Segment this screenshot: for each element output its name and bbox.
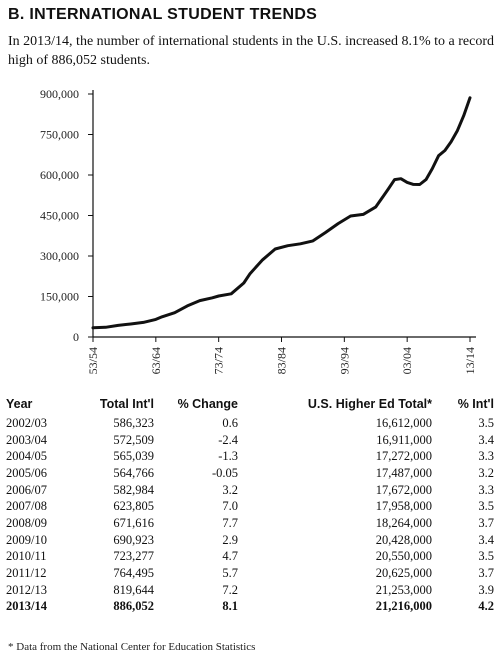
cell-pct-intl: 3.5 xyxy=(478,415,494,430)
y-tick-label: 300,000 xyxy=(40,249,79,263)
x-tick-label: 03/04 xyxy=(400,347,414,374)
cell-total-intl: 564,766 xyxy=(113,465,154,480)
y-tick-label: 900,000 xyxy=(40,87,79,101)
cell-us-total: 16,612,000 xyxy=(375,415,432,430)
cell-us-total: 17,272,000 xyxy=(375,449,432,464)
header-year: Year xyxy=(6,397,33,411)
cell-pct-intl: 3.9 xyxy=(478,582,494,597)
header-pct-intl: % Int'l xyxy=(457,397,494,411)
cell-pct-change: 7.7 xyxy=(222,515,238,530)
chart-subtitle: In 2013/14, the number of international … xyxy=(8,34,494,68)
cell-pct-intl: 3.4 xyxy=(478,432,494,447)
cell-us-total: 16,911,000 xyxy=(376,432,432,447)
cell-year: 2013/14 xyxy=(6,599,47,614)
cell-total-intl: 572,509 xyxy=(113,432,154,447)
cell-pct-intl: 3.7 xyxy=(478,515,494,530)
cell-us-total: 20,625,000 xyxy=(375,566,432,581)
x-tick-label: 13/14 xyxy=(463,347,477,374)
cell-total-intl: 586,323 xyxy=(113,415,154,430)
cell-pct-intl: 3.7 xyxy=(478,566,494,581)
cell-pct-change: 2.9 xyxy=(222,532,238,547)
data-table: Year Total Int'l % Change U.S. Higher Ed… xyxy=(6,397,494,615)
cell-total-intl: 723,277 xyxy=(113,549,154,564)
cell-total-intl: 764,495 xyxy=(113,566,154,581)
header-pct-change: % Change xyxy=(177,397,238,411)
table-row: 2005/06 564,766 -0.05 17,487,000 3.2 xyxy=(6,465,494,482)
cell-year: 2005/06 xyxy=(6,465,47,480)
cell-year: 2002/03 xyxy=(6,415,47,430)
cell-pct-change: 4.7 xyxy=(222,549,238,564)
cell-us-total: 20,550,000 xyxy=(375,549,432,564)
cell-year: 2011/12 xyxy=(6,566,47,581)
cell-year: 2007/08 xyxy=(6,499,47,514)
x-tick-label: 83/84 xyxy=(275,347,289,374)
cell-pct-change: -1.3 xyxy=(218,449,238,464)
cell-pct-change: -2.4 xyxy=(218,432,238,447)
y-tick-label: 0 xyxy=(73,330,79,344)
cell-year: 2006/07 xyxy=(6,482,47,497)
cell-pct-change: 7.2 xyxy=(222,582,238,597)
cell-pct-change: 0.6 xyxy=(222,415,238,430)
cell-total-intl: 886,052 xyxy=(113,599,154,614)
table-row: 2006/07 582,984 3.2 17,672,000 3.3 xyxy=(6,482,494,499)
x-tick-label: 63/64 xyxy=(149,347,163,374)
cell-pct-intl: 4.2 xyxy=(478,599,494,614)
cell-us-total: 17,958,000 xyxy=(375,499,432,514)
cell-pct-intl: 3.5 xyxy=(478,549,494,564)
cell-year: 2008/09 xyxy=(6,515,47,530)
table-row: 2008/09 671,616 7.7 18,264,000 3.7 xyxy=(6,515,494,532)
y-tick-label: 150,000 xyxy=(40,290,79,304)
cell-pct-intl: 3.4 xyxy=(478,532,494,547)
table-header-row: Year Total Int'l % Change U.S. Higher Ed… xyxy=(6,397,494,415)
x-tick-label: 93/94 xyxy=(337,347,351,374)
y-tick-label: 750,000 xyxy=(40,128,79,142)
cell-pct-change: 8.1 xyxy=(222,599,238,614)
table-row: 2002/03 586,323 0.6 16,612,000 3.5 xyxy=(6,415,494,432)
cell-year: 2010/11 xyxy=(6,549,47,564)
table-row: 2013/14 886,052 8.1 21,216,000 4.2 xyxy=(6,599,494,616)
cell-total-intl: 671,616 xyxy=(113,515,154,530)
table-row: 2012/13 819,644 7.2 21,253,000 3.9 xyxy=(6,582,494,599)
cell-total-intl: 690,923 xyxy=(113,532,154,547)
cell-pct-change: 7.0 xyxy=(222,499,238,514)
cell-us-total: 17,487,000 xyxy=(375,465,432,480)
cell-us-total: 17,672,000 xyxy=(375,482,432,497)
cell-us-total: 21,216,000 xyxy=(375,599,432,614)
footnote: * Data from the National Center for Educ… xyxy=(8,641,256,653)
cell-us-total: 20,428,000 xyxy=(375,532,432,547)
cell-pct-intl: 3.3 xyxy=(478,482,494,497)
cell-year: 2003/04 xyxy=(6,432,47,447)
cell-total-intl: 565,039 xyxy=(113,449,154,464)
cell-year: 2004/05 xyxy=(6,449,47,464)
cell-pct-change: -0.05 xyxy=(211,465,238,480)
cell-pct-intl: 3.5 xyxy=(478,499,494,514)
table-row: 2009/10 690,923 2.9 20,428,000 3.4 xyxy=(6,532,494,549)
cell-pct-change: 3.2 xyxy=(222,482,238,497)
cell-us-total: 18,264,000 xyxy=(375,515,432,530)
table-row: 2007/08 623,805 7.0 17,958,000 3.5 xyxy=(6,498,494,515)
cell-total-intl: 582,984 xyxy=(113,482,154,497)
y-tick-label: 450,000 xyxy=(40,209,79,223)
header-total-intl: Total Int'l xyxy=(99,397,154,411)
table-row: 2011/12 764,495 5.7 20,625,000 3.7 xyxy=(6,565,494,582)
table-row: 2004/05 565,039 -1.3 17,272,000 3.3 xyxy=(6,448,494,465)
cell-pct-intl: 3.2 xyxy=(478,465,494,480)
table-row: 2003/04 572,509 -2.4 16,911,000 3.4 xyxy=(6,432,494,449)
x-tick-label: 53/54 xyxy=(86,347,100,374)
cell-pct-intl: 3.3 xyxy=(478,449,494,464)
cell-year: 2009/10 xyxy=(6,532,47,547)
line-chart: 0 150,000 300,000 450,000 600,000 750,000 900,… xyxy=(40,87,477,374)
cell-year: 2012/13 xyxy=(6,582,47,597)
cell-total-intl: 623,805 xyxy=(113,499,154,514)
y-tick-label: 600,000 xyxy=(40,168,79,182)
section-title: B. INTERNATIONAL STUDENT TRENDS xyxy=(8,6,318,23)
table-row: 2010/11 723,277 4.7 20,550,000 3.5 xyxy=(6,549,494,566)
cell-pct-change: 5.7 xyxy=(222,566,238,581)
cell-us-total: 21,253,000 xyxy=(375,582,432,597)
header-us-total: U.S. Higher Ed Total* xyxy=(307,397,432,411)
series-line xyxy=(91,96,472,330)
x-tick-label: 73/74 xyxy=(212,347,226,374)
cell-total-intl: 819,644 xyxy=(113,582,154,597)
